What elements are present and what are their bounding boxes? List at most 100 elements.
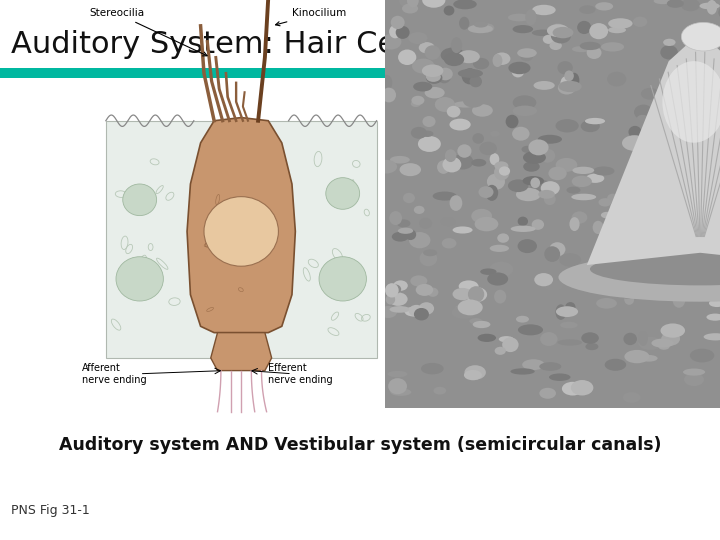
Ellipse shape xyxy=(403,193,415,203)
Ellipse shape xyxy=(425,45,441,60)
Ellipse shape xyxy=(587,46,601,59)
Ellipse shape xyxy=(558,81,576,94)
Ellipse shape xyxy=(473,58,489,70)
Ellipse shape xyxy=(528,139,549,156)
Ellipse shape xyxy=(441,48,465,63)
Ellipse shape xyxy=(468,286,485,302)
Ellipse shape xyxy=(414,308,429,320)
Ellipse shape xyxy=(487,272,508,286)
Ellipse shape xyxy=(681,0,700,11)
Ellipse shape xyxy=(671,144,694,152)
Ellipse shape xyxy=(624,350,649,363)
Ellipse shape xyxy=(640,355,657,362)
Text: Kinocilium: Kinocilium xyxy=(276,8,346,26)
Ellipse shape xyxy=(691,215,706,223)
Ellipse shape xyxy=(435,97,455,112)
Ellipse shape xyxy=(708,154,720,166)
Ellipse shape xyxy=(411,100,421,107)
Ellipse shape xyxy=(390,25,401,38)
Ellipse shape xyxy=(667,0,684,8)
Ellipse shape xyxy=(420,251,437,266)
Ellipse shape xyxy=(442,238,456,248)
Ellipse shape xyxy=(516,316,529,322)
Ellipse shape xyxy=(382,87,396,103)
Ellipse shape xyxy=(549,303,565,317)
Ellipse shape xyxy=(544,246,560,262)
Ellipse shape xyxy=(624,333,637,345)
Ellipse shape xyxy=(622,135,647,151)
Ellipse shape xyxy=(717,256,720,270)
Ellipse shape xyxy=(381,34,402,50)
Ellipse shape xyxy=(555,305,566,320)
Ellipse shape xyxy=(683,368,705,376)
Ellipse shape xyxy=(549,374,570,381)
Ellipse shape xyxy=(419,218,432,229)
Ellipse shape xyxy=(671,78,683,88)
Ellipse shape xyxy=(562,382,583,395)
Ellipse shape xyxy=(559,81,582,92)
Ellipse shape xyxy=(523,176,544,186)
Ellipse shape xyxy=(538,135,562,144)
Ellipse shape xyxy=(390,388,411,396)
Ellipse shape xyxy=(717,224,720,239)
Ellipse shape xyxy=(585,118,605,124)
Ellipse shape xyxy=(452,154,473,170)
Ellipse shape xyxy=(549,242,565,256)
Ellipse shape xyxy=(624,294,634,305)
Ellipse shape xyxy=(419,302,434,315)
Ellipse shape xyxy=(508,179,528,192)
Polygon shape xyxy=(187,118,295,333)
Ellipse shape xyxy=(549,166,567,180)
Ellipse shape xyxy=(458,50,480,63)
Ellipse shape xyxy=(493,52,510,65)
Ellipse shape xyxy=(590,253,720,285)
Ellipse shape xyxy=(601,212,613,218)
Ellipse shape xyxy=(480,23,495,32)
Ellipse shape xyxy=(680,216,696,232)
Ellipse shape xyxy=(444,5,454,16)
Ellipse shape xyxy=(421,363,444,374)
Ellipse shape xyxy=(510,226,536,232)
Ellipse shape xyxy=(559,253,720,302)
Ellipse shape xyxy=(681,23,720,51)
Ellipse shape xyxy=(423,116,436,127)
Ellipse shape xyxy=(526,9,536,25)
Ellipse shape xyxy=(572,176,592,187)
Ellipse shape xyxy=(570,73,580,88)
Ellipse shape xyxy=(485,185,498,201)
Ellipse shape xyxy=(577,21,591,34)
Ellipse shape xyxy=(385,283,399,298)
Ellipse shape xyxy=(581,120,600,132)
Ellipse shape xyxy=(480,268,497,275)
Ellipse shape xyxy=(601,42,624,51)
Ellipse shape xyxy=(706,314,720,321)
Ellipse shape xyxy=(490,245,509,252)
Ellipse shape xyxy=(517,48,536,58)
Ellipse shape xyxy=(510,368,535,375)
Ellipse shape xyxy=(523,161,540,172)
Ellipse shape xyxy=(433,387,446,395)
Ellipse shape xyxy=(580,5,595,14)
Ellipse shape xyxy=(611,200,635,212)
Ellipse shape xyxy=(458,69,483,78)
Ellipse shape xyxy=(551,28,571,43)
Ellipse shape xyxy=(521,52,533,61)
Ellipse shape xyxy=(433,192,456,200)
Ellipse shape xyxy=(571,380,593,395)
Ellipse shape xyxy=(613,210,628,224)
Ellipse shape xyxy=(567,187,580,194)
Ellipse shape xyxy=(703,285,720,294)
Ellipse shape xyxy=(397,219,410,227)
Ellipse shape xyxy=(534,273,553,286)
Ellipse shape xyxy=(579,273,603,285)
Ellipse shape xyxy=(539,362,562,371)
Ellipse shape xyxy=(690,349,714,362)
Ellipse shape xyxy=(624,208,635,224)
Ellipse shape xyxy=(531,178,540,188)
Ellipse shape xyxy=(572,46,591,52)
Ellipse shape xyxy=(679,158,698,166)
Ellipse shape xyxy=(472,104,492,117)
Ellipse shape xyxy=(522,359,544,370)
Ellipse shape xyxy=(596,298,617,309)
Ellipse shape xyxy=(513,25,533,33)
